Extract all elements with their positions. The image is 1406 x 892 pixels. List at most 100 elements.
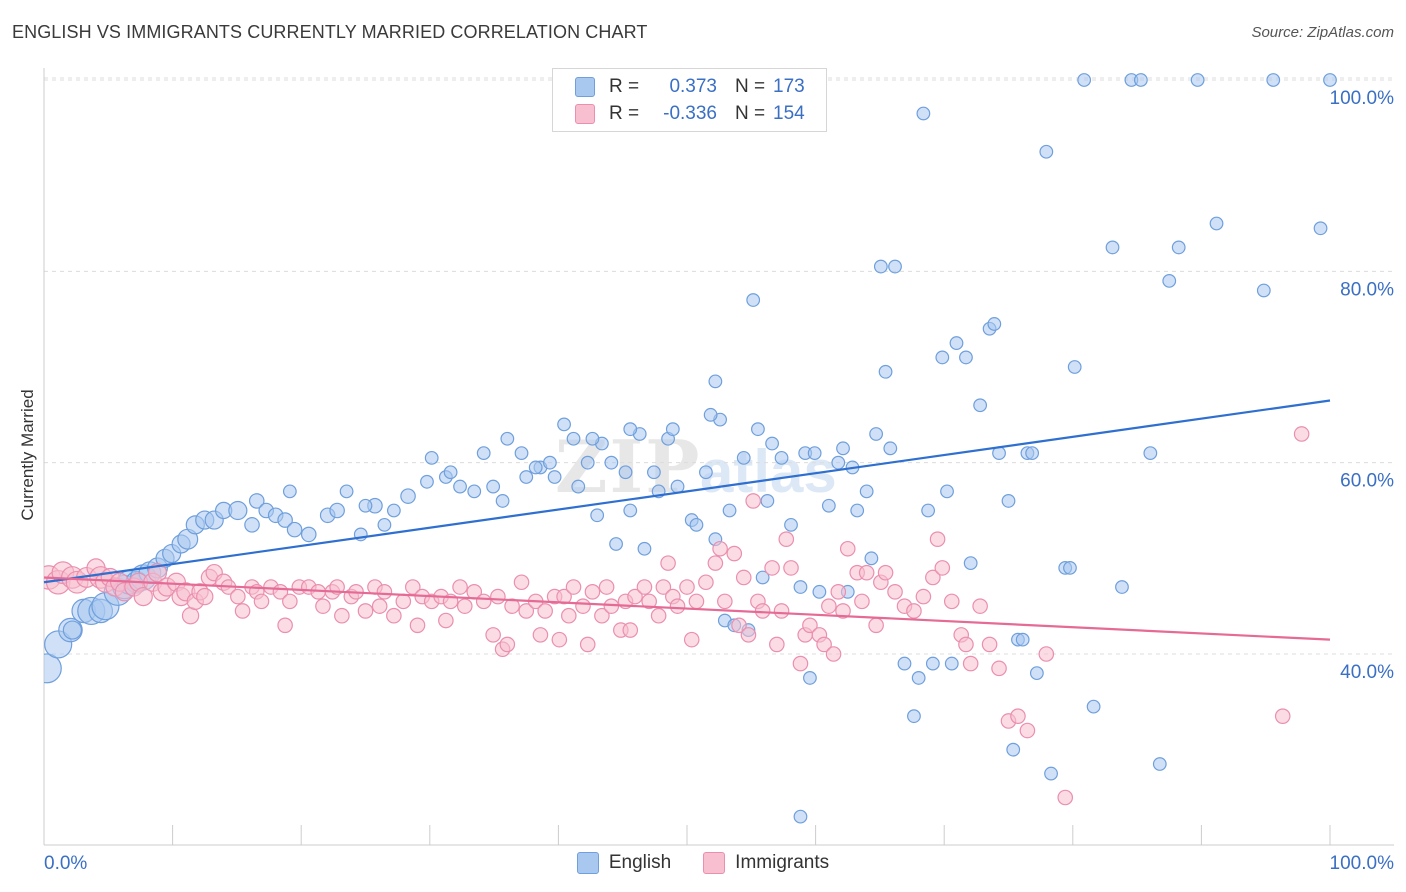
english-point: [869, 427, 884, 441]
english-point: [647, 465, 661, 480]
english-point: [1025, 446, 1040, 461]
english-trend-line: [43, 399, 1331, 584]
immigrants-point: [357, 603, 374, 619]
immigrants-point: [485, 627, 501, 643]
english-point: [585, 431, 600, 446]
immigrants-point: [981, 636, 998, 653]
english-point: [689, 517, 704, 532]
immigrants-point: [783, 560, 799, 576]
english-point: [784, 517, 798, 532]
english-point: [925, 656, 940, 671]
immigrants-point: [802, 617, 818, 634]
y-tick-label: 40.0%: [1340, 662, 1394, 683]
immigrants-point: [925, 569, 941, 586]
immigrants-point: [518, 603, 535, 619]
immigrants-point: [868, 617, 884, 634]
english-point: [1063, 561, 1077, 575]
english-point: [1115, 580, 1129, 594]
legend-item-immigrants[interactable]: Immigrants: [703, 852, 829, 874]
immigrants-point: [717, 593, 733, 610]
english-point: [963, 556, 978, 571]
immigrants-point: [655, 579, 672, 595]
immigrants-point: [334, 607, 350, 624]
english-point: [959, 350, 973, 365]
english-point: [528, 460, 543, 475]
english-point: [62, 620, 82, 640]
english-point: [1105, 240, 1120, 255]
english-point: [935, 350, 950, 365]
immigrants-point: [376, 584, 393, 600]
immigrants-point: [740, 627, 757, 643]
english-point: [542, 455, 557, 470]
axes: [43, 68, 1394, 846]
immigrants-point: [282, 593, 298, 610]
english-point: [736, 450, 751, 465]
legend-row-immigrants: R = -0.336 N = 154: [575, 102, 805, 126]
chart-title: ENGLISH VS IMMIGRANTS CURRENTLY MARRIED …: [12, 22, 648, 42]
immigrants-point: [934, 560, 951, 576]
english-point: [1015, 632, 1030, 647]
english-point: [1029, 666, 1044, 681]
english-point: [1143, 446, 1158, 461]
legend-row-english: R = 0.373 N = 173: [575, 75, 805, 99]
english-point: [708, 374, 723, 389]
english-point: [1039, 144, 1054, 159]
english-point: [248, 493, 265, 509]
immigrants-point: [877, 564, 894, 581]
immigrants-points: [44, 426, 1310, 806]
english-point: [547, 470, 562, 484]
immigrants-point: [991, 660, 1007, 677]
immigrants-point: [556, 588, 572, 605]
english-point: [973, 398, 988, 413]
english-point: [377, 517, 392, 532]
immigrants-point: [769, 636, 785, 653]
english-point: [1044, 766, 1058, 781]
english-swatch: [575, 77, 595, 97]
immigrants-swatch: [575, 104, 595, 124]
immigrants-point: [371, 598, 388, 614]
immigrants-point: [438, 612, 454, 629]
immigrants-point: [641, 593, 657, 610]
immigrants-point: [731, 617, 747, 634]
english-point: [850, 503, 865, 518]
immigrants-point: [825, 646, 842, 662]
immigrants-point: [726, 545, 743, 562]
immigrants-point: [906, 603, 922, 619]
immigrants-point: [792, 655, 809, 672]
english-point: [282, 484, 297, 499]
immigrants-point: [627, 588, 643, 605]
immigrants-point: [669, 598, 686, 614]
legend-item-english[interactable]: English: [576, 852, 671, 874]
immigrants-point: [551, 631, 568, 648]
english-point: [722, 503, 737, 518]
immigrants-point: [196, 587, 214, 606]
immigrants-point: [915, 588, 932, 605]
n-value: 173: [773, 76, 805, 97]
english-point: [1171, 240, 1186, 255]
english-point: [244, 517, 260, 533]
immigrants-point: [315, 598, 331, 614]
english-point: [500, 431, 515, 446]
english-point: [864, 551, 879, 566]
immigrants-point: [821, 598, 837, 614]
immigrants-point: [579, 636, 596, 653]
immigrants-point: [636, 579, 653, 595]
english-point: [1266, 73, 1281, 87]
english-point: [755, 570, 770, 585]
english-point: [519, 470, 534, 484]
r-label: R =: [609, 76, 640, 97]
immigrants-point: [234, 603, 251, 619]
immigrants-point: [745, 493, 761, 509]
english-point: [609, 537, 623, 551]
source-label: Source: ZipAtlas.com: [1251, 24, 1394, 41]
english-point: [1190, 73, 1205, 87]
english-point: [746, 293, 761, 307]
english-point: [420, 474, 434, 489]
n-label: N =: [735, 76, 766, 97]
english-point: [949, 336, 964, 350]
immigrants-point: [698, 574, 714, 591]
immigrants-point: [1010, 708, 1026, 724]
immigrants-point: [773, 603, 790, 619]
immigrants-point: [712, 540, 728, 557]
english-point: [699, 465, 713, 480]
